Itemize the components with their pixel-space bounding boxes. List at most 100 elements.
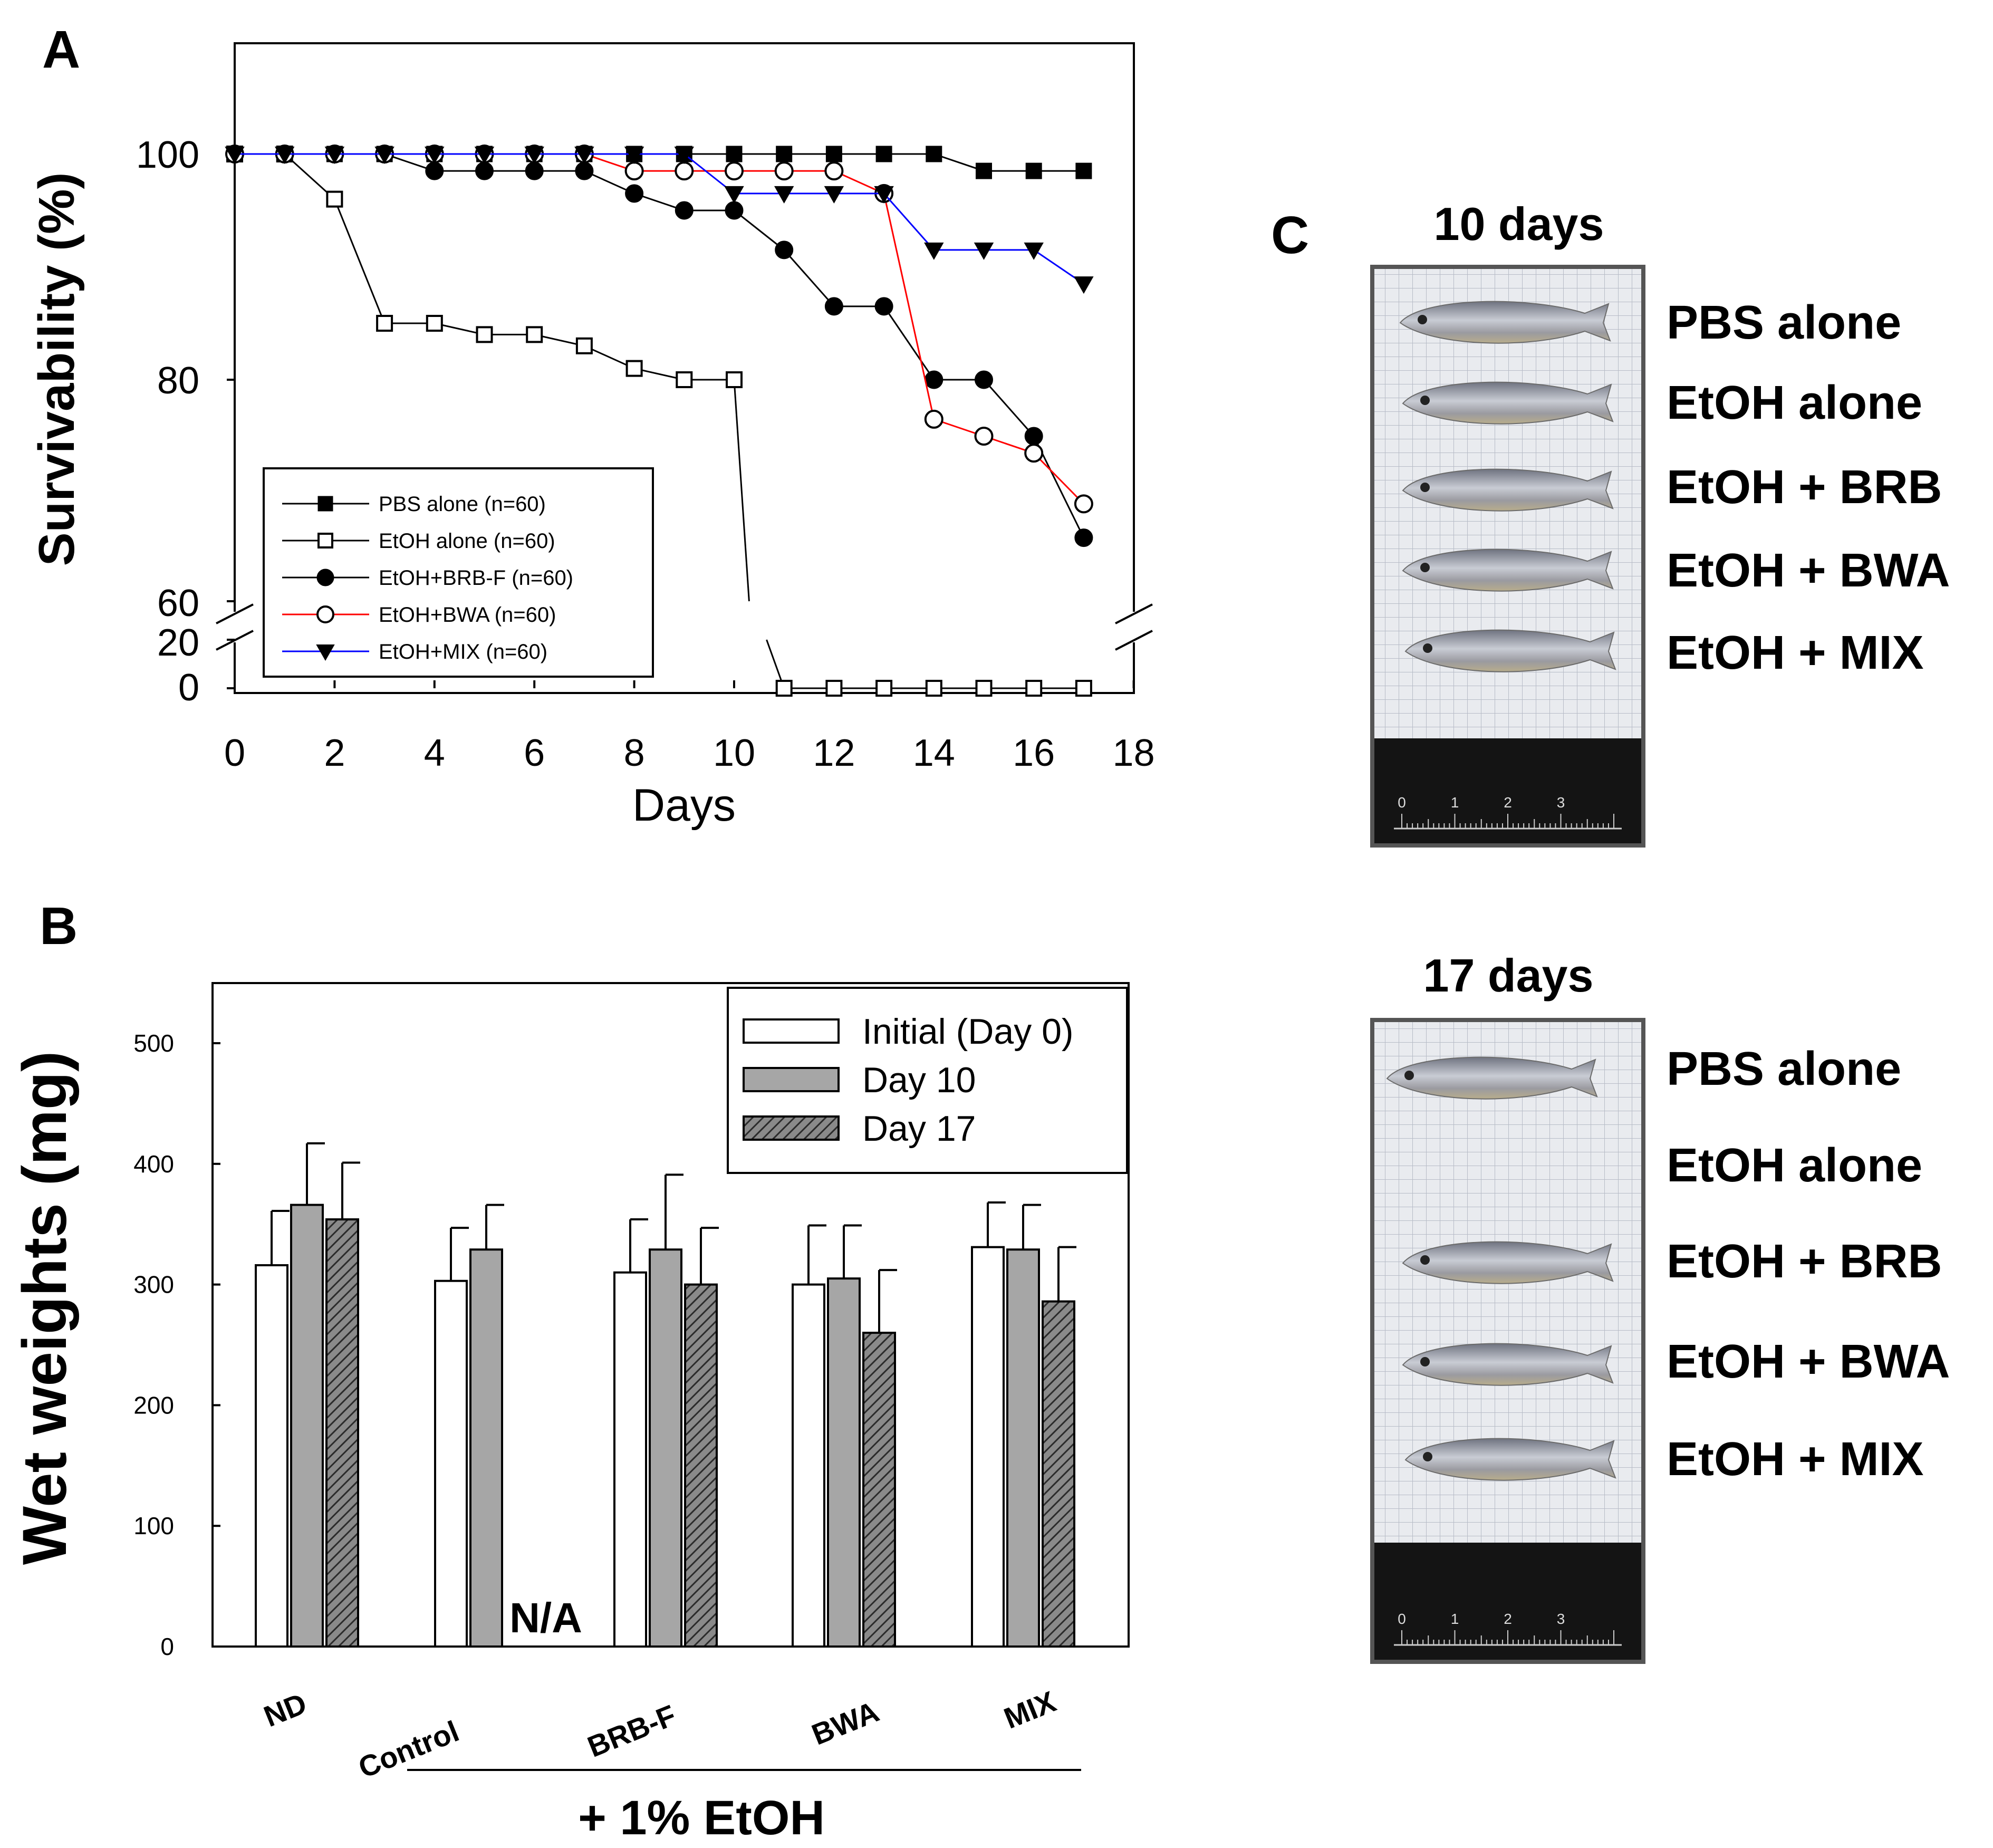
photo-title-10-days: 10 days bbox=[1434, 198, 1604, 250]
data-point bbox=[1024, 242, 1044, 260]
y-tick-0: 0 bbox=[178, 667, 199, 709]
bar bbox=[684, 1283, 718, 1648]
data-point bbox=[625, 184, 644, 203]
data-point bbox=[776, 146, 793, 162]
data-point bbox=[725, 201, 744, 220]
fish bbox=[1402, 548, 1614, 592]
survival-chart: 100 80 60 20 0 0 2 4 6 8 10 12 14 16 18 Survivabi… bbox=[28, 42, 1158, 831]
x-tick-label: 2 bbox=[324, 732, 345, 774]
data-point bbox=[676, 371, 693, 388]
category-label: Control bbox=[354, 1714, 464, 1784]
photo-17-days-label: EtOH + BWA bbox=[1667, 1335, 1950, 1388]
data-point bbox=[475, 161, 494, 180]
y-tick-label: 500 bbox=[133, 1029, 174, 1057]
legend-label: EtOH+BRB-F (n=60) bbox=[379, 566, 573, 590]
bar bbox=[255, 1264, 288, 1648]
data-point bbox=[975, 680, 993, 697]
photo-17-days-label: PBS alone bbox=[1667, 1043, 1901, 1095]
legend-swatch bbox=[743, 1067, 840, 1092]
legend-marker bbox=[316, 605, 334, 623]
fish bbox=[1402, 381, 1614, 425]
weight-bars bbox=[255, 1142, 1076, 1648]
data-point bbox=[1024, 427, 1043, 446]
data-point bbox=[926, 146, 942, 162]
photo-10-days-label: EtOH + BWA bbox=[1667, 544, 1950, 597]
data-point bbox=[824, 186, 844, 204]
data-point bbox=[726, 371, 743, 388]
survival-y-ticks: 100 80 60 20 0 bbox=[136, 134, 235, 709]
data-point bbox=[1075, 680, 1092, 697]
ruler-number: 1 bbox=[1451, 794, 1459, 811]
bar bbox=[827, 1277, 861, 1648]
data-point bbox=[225, 147, 245, 165]
legend-marker bbox=[317, 533, 333, 548]
series-3 bbox=[225, 145, 1093, 514]
ruler-number: 2 bbox=[1504, 1611, 1512, 1627]
survival-y-label: Survivability (%) bbox=[28, 172, 85, 566]
ruler-number: 0 bbox=[1398, 1611, 1406, 1627]
data-point bbox=[725, 161, 744, 181]
weight-legend: Initial (Day 0) Day 10 Day 17 bbox=[727, 987, 1128, 1174]
series-4 bbox=[225, 147, 1094, 294]
legend-label: EtOH+BWA (n=60) bbox=[379, 603, 556, 627]
x-tick-label: 8 bbox=[624, 732, 645, 774]
data-point bbox=[974, 427, 994, 446]
legend-marker bbox=[316, 569, 334, 586]
survival-x-ticks: 0 2 4 6 8 10 12 14 16 18 bbox=[224, 680, 1155, 774]
bar bbox=[1042, 1300, 1075, 1648]
data-point bbox=[324, 147, 345, 165]
x-tick-label: 0 bbox=[224, 732, 245, 774]
data-point bbox=[524, 147, 544, 165]
data-point bbox=[674, 147, 695, 165]
panel-c-letter: C bbox=[1271, 206, 1309, 265]
x-tick-label: 4 bbox=[424, 732, 445, 774]
photo-10-days-label: EtOH + MIX bbox=[1667, 627, 1924, 679]
bar bbox=[290, 1204, 324, 1648]
bar bbox=[649, 1248, 682, 1648]
x-tick-label: 12 bbox=[813, 732, 855, 774]
legend-label: Day 17 bbox=[862, 1109, 976, 1149]
series-line bbox=[235, 153, 1084, 172]
data-point bbox=[624, 161, 644, 181]
photo-17-days: 0 1 2 3 bbox=[1370, 1018, 1645, 1664]
data-point bbox=[724, 186, 744, 204]
photo-title-17-days: 17 days bbox=[1423, 949, 1594, 1002]
legend-swatch bbox=[743, 1018, 840, 1044]
data-point bbox=[975, 370, 993, 389]
photo-10-days-label: EtOH alone bbox=[1667, 377, 1922, 429]
category-label: BRB-F bbox=[583, 1698, 680, 1764]
y-tick-20: 20 bbox=[157, 622, 199, 664]
fish bbox=[1404, 1438, 1616, 1481]
data-point bbox=[575, 337, 593, 354]
category-label: ND bbox=[259, 1687, 311, 1734]
bar bbox=[469, 1248, 503, 1648]
data-point bbox=[726, 146, 743, 162]
bar bbox=[434, 1279, 468, 1648]
photo-17-days-label: EtOH alone bbox=[1667, 1139, 1922, 1192]
data-point bbox=[1074, 528, 1093, 547]
data-point bbox=[774, 161, 794, 181]
y-tick-label: 300 bbox=[133, 1271, 174, 1298]
photo-17-days-label: EtOH + BRB bbox=[1667, 1235, 1942, 1288]
data-point bbox=[675, 201, 694, 220]
x-tick-label: 10 bbox=[713, 732, 755, 774]
ruler-number: 2 bbox=[1504, 794, 1512, 811]
data-point bbox=[824, 297, 843, 316]
fish bbox=[1402, 1343, 1614, 1386]
fish bbox=[1404, 629, 1616, 672]
weight-y-label: Wet weights (mg) bbox=[10, 1051, 80, 1565]
category-label: BWA bbox=[807, 1695, 883, 1751]
data-point bbox=[376, 315, 393, 332]
data-point bbox=[1075, 162, 1092, 179]
bar bbox=[971, 1246, 1005, 1648]
data-point bbox=[374, 147, 394, 165]
photo-10-days: 0 1 2 3 bbox=[1370, 265, 1645, 848]
x-tick-label: 16 bbox=[1013, 732, 1055, 774]
ruler-number: 1 bbox=[1451, 1611, 1459, 1627]
y-tick-label: 400 bbox=[133, 1150, 174, 1178]
fish bbox=[1386, 1056, 1598, 1100]
data-point bbox=[574, 147, 594, 165]
data-point bbox=[575, 161, 594, 180]
data-point bbox=[974, 242, 994, 260]
